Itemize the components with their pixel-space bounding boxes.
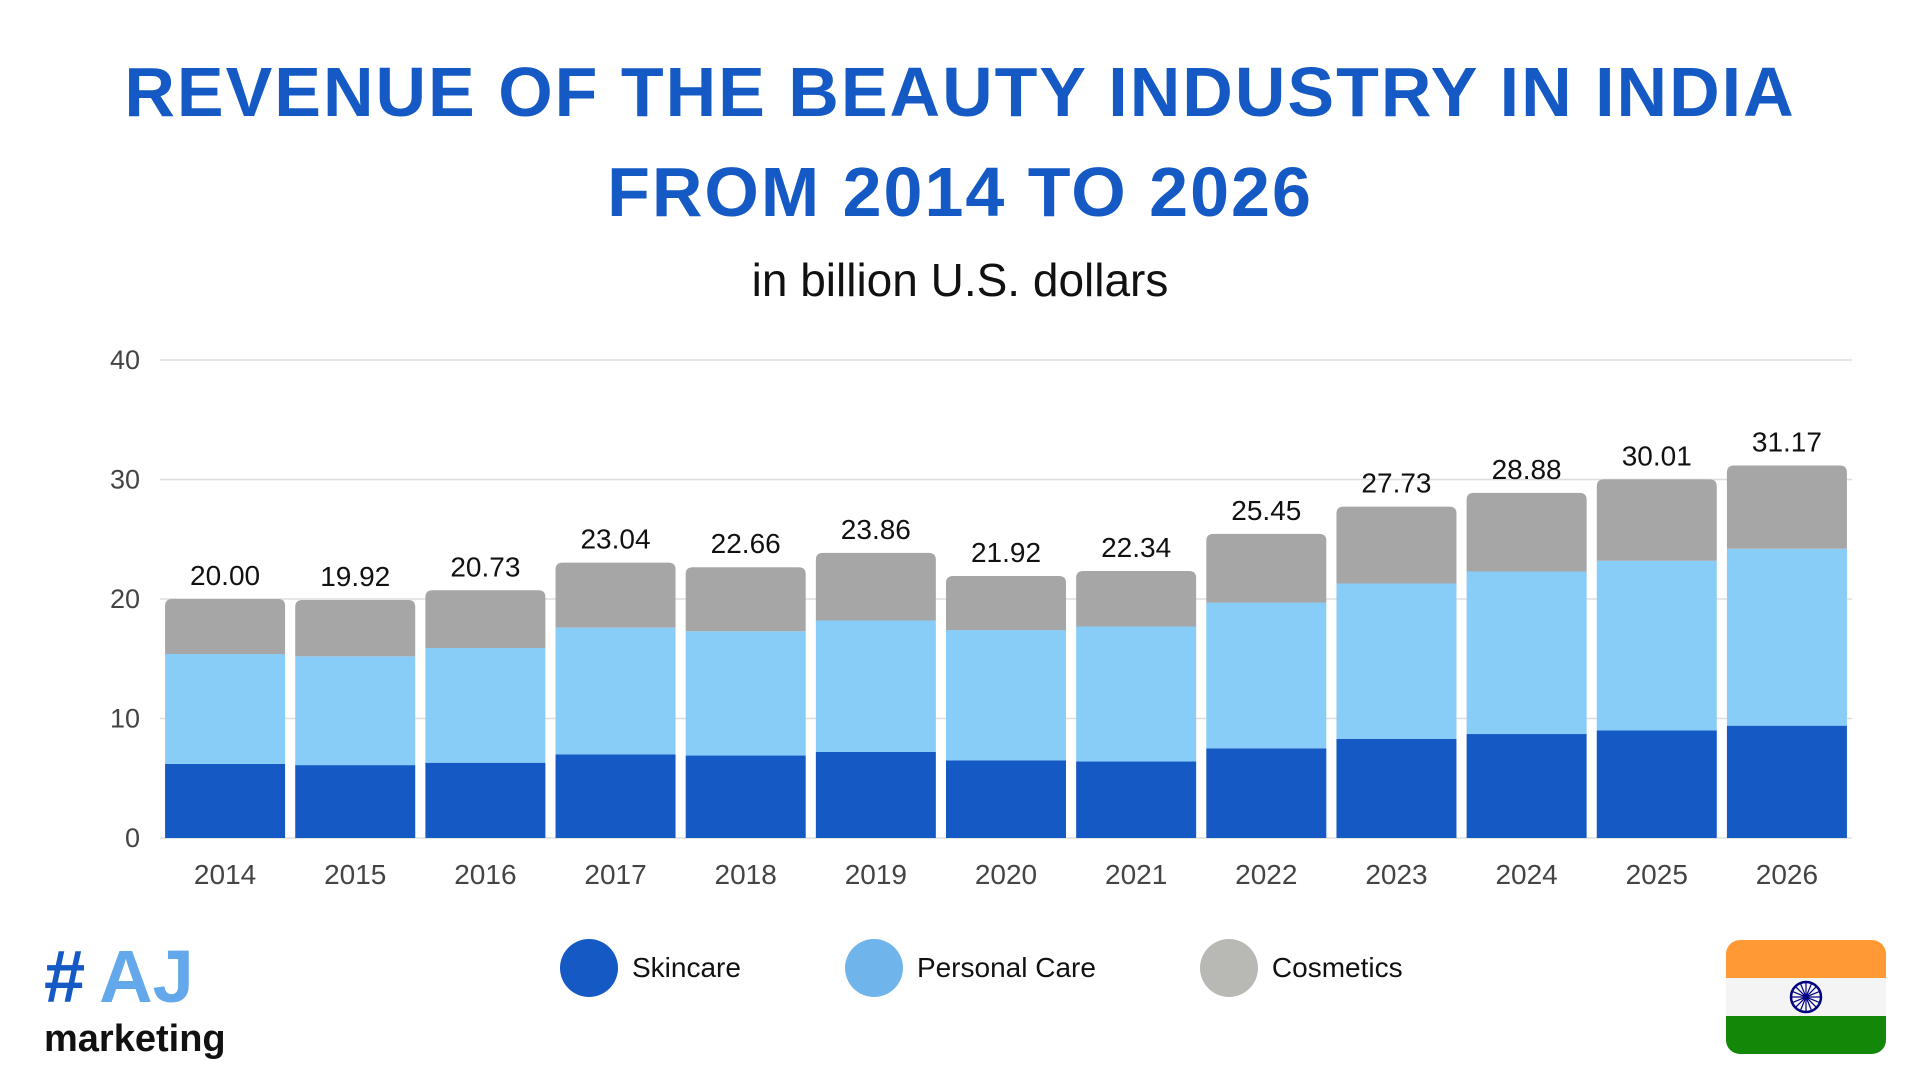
bar-total-label: 23.04 — [580, 524, 650, 555]
legend-label-personal-care: Personal Care — [916, 952, 1096, 983]
bar-segment-skincare — [555, 754, 676, 838]
bar-segment-personal-care — [295, 656, 416, 766]
legend-swatch-skincare — [560, 939, 618, 997]
bar-segment-skincare — [1466, 734, 1587, 838]
bar-segment-cosmetics — [425, 590, 546, 648]
chart-subtitle: in billion U.S. dollars — [751, 254, 1169, 306]
bar-total-label: 20.00 — [190, 560, 260, 591]
legend-item-personal-care: Personal Care — [844, 939, 1096, 997]
bar-segment-skincare — [946, 760, 1066, 838]
bar-total-label: 22.66 — [711, 528, 781, 559]
logo-letters: AJ — [99, 935, 194, 1018]
bar-segment-skincare — [1726, 725, 1847, 838]
bar-total-label: 25.45 — [1231, 495, 1301, 526]
ashoka-chakra-icon — [1789, 980, 1823, 1014]
flag-green-band — [1726, 1016, 1886, 1054]
x-tick-label: 2021 — [1105, 859, 1167, 890]
bar-segment-personal-care — [1076, 626, 1197, 762]
stacked-bar-chart: 0 10 20 30 40 20.00 2014 19.92 2015 20.73 2016 23.0… — [110, 345, 1852, 890]
flag-saffron-band — [1726, 940, 1886, 978]
y-tick-label: 30 — [110, 465, 140, 495]
bar-total-label: 21.92 — [971, 537, 1041, 568]
bar-total-label: 22.34 — [1101, 532, 1171, 563]
chart-legend: Skincare Personal Care Cosmetics — [560, 938, 1507, 998]
india-flag-icon — [1726, 940, 1886, 1054]
bar-total-label: 28.88 — [1492, 454, 1562, 485]
bar-segment-personal-care — [1726, 548, 1847, 726]
bar-total-label: 31.17 — [1752, 427, 1822, 458]
legend-item-cosmetics: Cosmetics — [1199, 939, 1403, 997]
logo-hash: # — [44, 935, 86, 1018]
bar-segment-cosmetics — [946, 576, 1066, 631]
bar-segment-cosmetics — [555, 562, 676, 628]
bar-segment-cosmetics — [1466, 492, 1587, 572]
x-tick-label: 2016 — [454, 859, 516, 890]
flag-white-band — [1726, 978, 1886, 1016]
bar-segment-personal-care — [946, 630, 1066, 761]
bar-segment-skincare — [1336, 738, 1457, 838]
bar-segment-personal-care — [425, 647, 546, 763]
bar-total-label: 27.73 — [1361, 468, 1431, 499]
bar-segment-personal-care — [1206, 602, 1327, 749]
bar-segment-cosmetics — [815, 552, 936, 621]
legend-label-skincare: Skincare — [632, 952, 741, 983]
y-tick-label: 40 — [110, 345, 140, 375]
bar-segment-personal-care — [165, 653, 286, 764]
bar-segment-cosmetics — [165, 599, 286, 654]
bar-total-label: 20.73 — [450, 551, 520, 582]
x-tick-label: 2024 — [1495, 859, 1557, 890]
bar-segment-skincare — [165, 763, 286, 838]
aj-marketing-logo: # AJ marketing — [44, 940, 244, 1061]
x-tick-label: 2025 — [1626, 859, 1688, 890]
x-tick-label: 2020 — [975, 859, 1037, 890]
logo-text: marketing — [44, 1018, 226, 1060]
bar-segment-skincare — [1206, 748, 1327, 838]
x-tick-label: 2014 — [194, 859, 256, 890]
legend-swatch-cosmetics — [1199, 939, 1258, 997]
y-tick-label: 0 — [125, 823, 140, 853]
bar-segment-skincare — [425, 762, 546, 838]
x-tick-label: 2017 — [584, 859, 646, 890]
bar-segment-cosmetics — [685, 567, 806, 632]
logo-mark: # AJ — [44, 940, 244, 1014]
legend-item-skincare: Skincare — [560, 939, 741, 997]
bar-segment-personal-care — [685, 631, 806, 756]
bar-segment-skincare — [815, 751, 936, 838]
x-tick-label: 2022 — [1235, 859, 1297, 890]
bar-segment-personal-care — [815, 620, 936, 752]
x-tick-label: 2026 — [1756, 859, 1818, 890]
bar-segment-personal-care — [1336, 583, 1457, 739]
y-tick-label: 20 — [110, 584, 140, 614]
bar-segment-cosmetics — [1076, 571, 1197, 627]
x-tick-label: 2015 — [324, 859, 386, 890]
bar-segment-cosmetics — [1596, 479, 1717, 561]
chart-title-line2: FROM 2014 TO 2026 — [607, 153, 1313, 231]
x-tick-label: 2023 — [1365, 859, 1427, 890]
bar-total-label: 30.01 — [1622, 440, 1692, 471]
bar-segment-personal-care — [1466, 571, 1587, 735]
y-tick-label: 10 — [110, 704, 140, 734]
legend-swatch-personal-care — [844, 939, 903, 997]
bar-segment-skincare — [1596, 730, 1717, 838]
bar-segment-personal-care — [1596, 560, 1717, 731]
bar-total-label: 23.86 — [841, 514, 911, 545]
bar-segment-personal-care — [555, 627, 676, 755]
bar-total-label: 19.92 — [320, 561, 390, 592]
chart-title-line1: REVENUE OF THE BEAUTY INDUSTRY IN INDIA — [124, 53, 1796, 131]
bar-segment-skincare — [1076, 761, 1197, 838]
x-tick-label: 2018 — [715, 859, 777, 890]
legend-label-cosmetics: Cosmetics — [1271, 952, 1403, 983]
bar-segment-cosmetics — [1726, 465, 1847, 549]
bar-segment-cosmetics — [1206, 533, 1327, 603]
bar-segment-skincare — [685, 755, 806, 838]
bar-segment-cosmetics — [1336, 506, 1457, 584]
bar-segment-cosmetics — [295, 599, 416, 657]
x-tick-label: 2019 — [845, 859, 907, 890]
bar-segment-skincare — [295, 765, 416, 838]
